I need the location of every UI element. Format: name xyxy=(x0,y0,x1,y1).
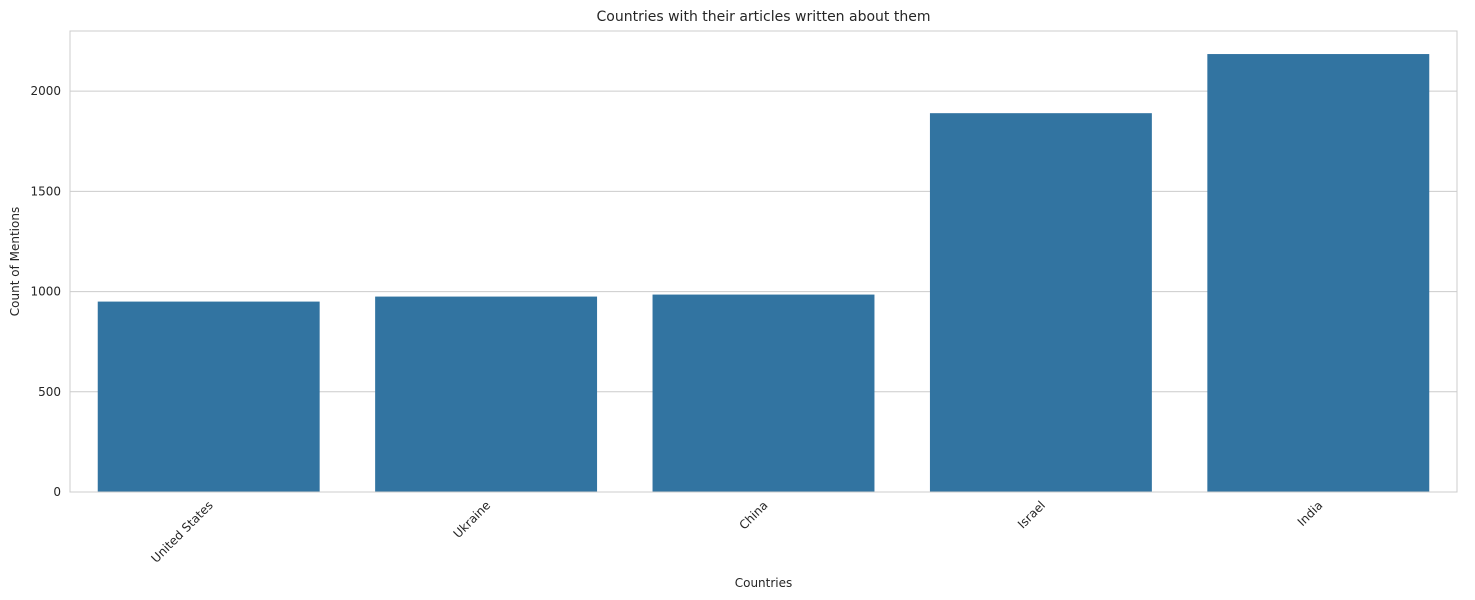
x-tick-label: Israel xyxy=(1015,498,1048,531)
x-axis-label: Countries xyxy=(735,576,793,590)
bar-united-states xyxy=(97,301,320,492)
y-tick-label: 2000 xyxy=(30,84,61,98)
y-tick-label: 500 xyxy=(38,385,61,399)
x-tick-label: United States xyxy=(148,498,215,565)
bars xyxy=(97,54,1430,493)
bar-ukraine xyxy=(375,296,598,492)
chart-title: Countries with their articles written ab… xyxy=(597,9,931,25)
x-tick-label: Ukraine xyxy=(451,498,494,541)
bar-israel xyxy=(929,113,1152,493)
bar-india xyxy=(1207,54,1430,493)
x-tick-labels: United States Ukraine China Israel India xyxy=(148,498,1325,565)
y-tick-label: 1000 xyxy=(30,285,61,299)
y-axis-label: Count of Mentions xyxy=(8,207,22,316)
y-tick-labels: 0 500 1000 1500 2000 xyxy=(30,84,61,499)
y-tick-label: 0 xyxy=(53,485,61,499)
plot-area-frame xyxy=(69,30,1458,493)
y-tick-label: 1500 xyxy=(30,184,61,198)
bar-china xyxy=(652,294,875,492)
x-tick-label: China xyxy=(736,498,770,532)
x-tick-label: India xyxy=(1295,498,1326,529)
